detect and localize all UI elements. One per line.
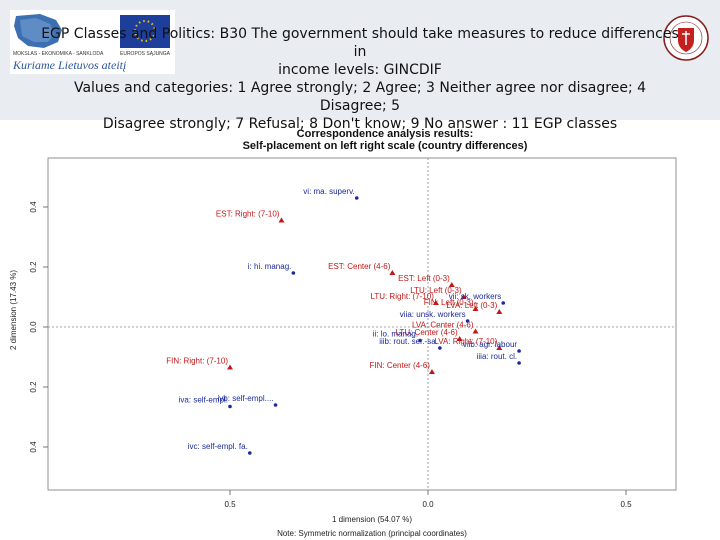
country-point [278,217,285,223]
point-label: LVA: Left (0-3) [446,301,497,310]
country-point [456,336,463,341]
x-tick-label: 0.0 [422,500,434,509]
class-point [465,319,470,323]
point-label: viib: agr. labour [463,340,518,349]
logo-slogan: Kuriame Lietuvos ateitį [12,58,126,72]
country-point [472,306,479,311]
chart-title: Correspondence analysis results: Self-pl… [180,128,590,152]
x-tick-label: 0.5 [620,500,632,509]
class-point [228,404,232,409]
point-label: iva: self-empl. [179,396,228,405]
point-label: ivc: self-empl. fa. [188,442,248,451]
point-label: vi: ma. superv. [303,187,354,196]
class-point [248,451,252,455]
point-label: LTU: Center (4-6) [396,328,458,337]
point-label: LTU: Left (0-3) [410,286,462,295]
point-label: EST: Right: (7-10) [216,210,280,219]
point-label: iiib: rout. ser.-sa. [379,337,438,346]
point-label: EST: Center (4-6) [328,262,391,271]
point-label: LVA: Center (4-6) [412,321,474,330]
country-point [472,328,479,334]
class-point [273,403,278,407]
country-point [428,369,435,374]
y-tick-label: 0.2 [29,261,38,273]
y-tick-label: 0.4 [29,441,38,453]
x-tick-label: 0.5 [224,500,236,509]
point-label: FIN: Left (0-3) [424,298,474,307]
slide-title-line2: income levels: GINCDIF [278,62,442,78]
university-seal-icon [663,15,709,61]
country-point [496,345,503,350]
point-label: i: hi. manag. [248,262,292,271]
chart-title-line1: Correspondence analysis results: [296,128,474,140]
country-point [448,282,455,287]
class-point [354,196,359,200]
class-point [291,271,296,275]
point-label: ii: lo. manag. [373,330,418,339]
slide-title-line1: EGP Classes and Politics: B30 The govern… [41,26,679,60]
point-label: EST: Left (0-3) [398,274,450,283]
lithuania-map-icon [14,14,62,48]
plot-frame [47,157,677,491]
country-point [460,294,467,299]
class-point [517,349,521,353]
point-label: iiia: rout. cl. [477,352,517,361]
point-label: LVA: Right: (7-10) [434,337,497,346]
slide-title-line3: Values and categories: 1 Agree strongly;… [73,80,647,114]
eu-flag-icon [120,15,170,48]
logo-caption-2: EUROPOS SĄJUNGA [120,51,171,57]
chart-subtitle: Self-placement on left right scale (coun… [242,140,528,152]
class-point [418,338,422,343]
y-axis-title: 2 dimension (17.43 %) [9,270,18,350]
logo-caption-1: MOKSLAS - EKONOMIKA - SANKLODA [13,51,104,57]
class-point [501,301,506,305]
chart-note: Note: Symmetric normalization (principal… [277,529,467,538]
point-label: viia: unsk. workers [400,310,466,319]
y-tick-label: 0.0 [29,321,38,333]
point-label: vii: sk. workers [449,292,501,301]
x-axis-title: 1 dimension (54.07 %) [332,515,412,524]
y-tick-label: 0.2 [29,381,38,393]
class-point [517,361,521,365]
point-label: LTU: Right: (7-10) [370,292,434,301]
point-label: FIN: Center (4-6) [369,361,430,370]
slide-title: EGP Classes and Politics: B30 The govern… [40,25,680,133]
country-point [227,364,233,370]
country-point [432,300,439,305]
point-label: ivb: self-empl.... [218,394,274,403]
eu-logo: MOKSLAS - EKONOMIKA - SANKLODA EUROPOS S… [10,10,175,74]
slide-title-line4: Disagree strongly; 7 Refusal; 8 Don't kn… [102,116,618,132]
country-point [389,270,396,275]
country-point [496,309,503,314]
y-tick-label: 0.4 [29,201,38,213]
class-point [438,346,442,350]
point-label: FIN: Right: (7-10) [166,357,228,366]
